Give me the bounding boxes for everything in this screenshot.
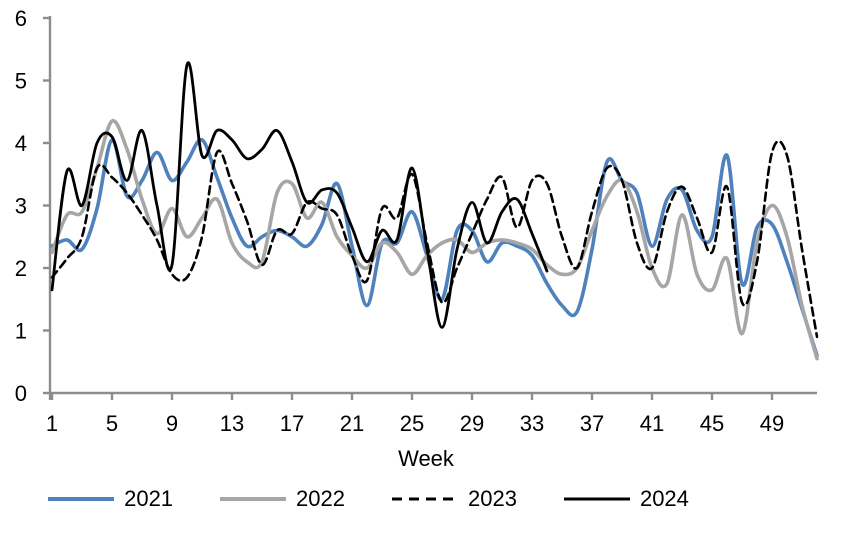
series-line-2023 [50, 139, 819, 339]
legend-line-2022-icon [220, 497, 287, 501]
legend-item-2022[interactable]: 2022 [219, 486, 345, 512]
legend-label-2024: 2024 [639, 486, 689, 511]
x-tick-label: 13 [220, 411, 244, 436]
legend-line-2021-icon [48, 497, 115, 501]
legend-line-2023-icon [392, 497, 458, 501]
x-tick-label: 49 [760, 411, 784, 436]
x-tick-label: 9 [166, 411, 178, 436]
legend-item-2023[interactable]: 2023 [391, 486, 517, 512]
series-line-2024 [50, 61, 549, 329]
x-tick-label: 21 [340, 411, 364, 436]
legend: 2021 2022 2023 2024 [0, 486, 794, 512]
y-tick-label: 3 [15, 194, 27, 219]
legend-label-2023: 2023 [468, 486, 517, 511]
x-tick-label: 1 [46, 411, 58, 436]
y-tick-label: 0 [15, 381, 27, 406]
y-tick-label: 1 [15, 319, 27, 344]
x-tick-label: 41 [640, 411, 664, 436]
legend-line-2024-icon [563, 497, 630, 501]
y-tick-label: 2 [15, 256, 27, 281]
legend-item-2024[interactable]: 2024 [563, 486, 689, 512]
x-tick-label: 5 [106, 411, 118, 436]
x-tick-label: 17 [280, 411, 304, 436]
y-tick-label: 5 [15, 69, 27, 94]
x-tick-label: 37 [580, 411, 604, 436]
y-tick-label: 4 [15, 131, 27, 156]
y-tick-label: 6 [15, 6, 27, 31]
series-line-2022 [50, 119, 819, 361]
x-tick-label: 45 [700, 411, 724, 436]
x-tick-label: 25 [400, 411, 424, 436]
x-axis-title: Week [398, 446, 454, 471]
legend-label-2021: 2021 [124, 486, 174, 511]
x-tick-label: 29 [460, 411, 484, 436]
legend-label-2022: 2022 [296, 486, 345, 511]
legend-item-2021[interactable]: 2021 [47, 486, 173, 512]
x-tick-label: 33 [520, 411, 544, 436]
